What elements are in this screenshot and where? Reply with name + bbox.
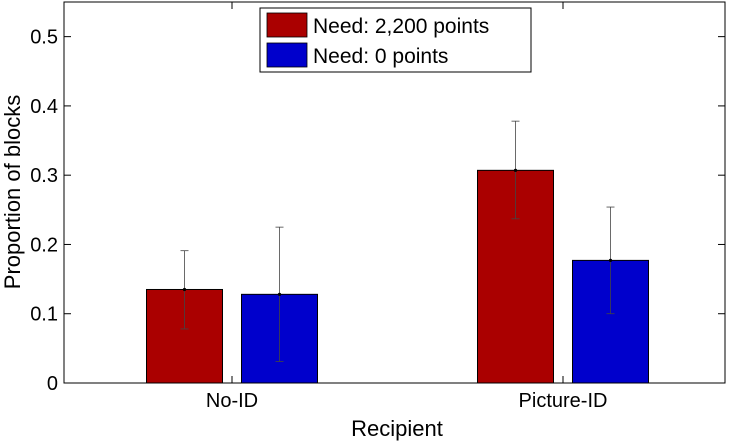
x-tick-label: No-ID bbox=[206, 390, 258, 412]
y-tick-label: 0.2 bbox=[30, 234, 58, 256]
legend-label-need-2200: Need: 2,200 points bbox=[313, 15, 489, 38]
legend-swatch-need-2200 bbox=[266, 12, 308, 38]
legend-label-need-0: Need: 0 points bbox=[313, 45, 448, 68]
y-tick-label: 0.5 bbox=[30, 27, 58, 49]
mean-marker bbox=[608, 258, 613, 262]
error-bars-group bbox=[180, 120, 615, 362]
y-tick-label: 0.1 bbox=[30, 304, 58, 326]
y-tick-label: 0.3 bbox=[30, 165, 58, 187]
mean-marker bbox=[182, 287, 187, 292]
y-tick-label: 0 bbox=[47, 373, 58, 395]
y-axis-title: Proportion of blocks bbox=[0, 95, 25, 289]
mean-marker bbox=[277, 292, 282, 296]
x-axis: No-ID Picture-ID bbox=[206, 2, 608, 412]
x-axis-title: Recipient bbox=[351, 416, 443, 441]
y-tick-label: 0.4 bbox=[30, 96, 58, 118]
x-tick-label: Picture-ID bbox=[519, 390, 608, 412]
y-axis: 0 0.1 0.2 0.3 0.4 0.5 bbox=[30, 27, 725, 395]
mean-marker bbox=[513, 168, 518, 172]
legend-swatch-need-0 bbox=[266, 42, 308, 68]
legend: Need: 2,200 points Need: 0 points bbox=[259, 7, 532, 73]
